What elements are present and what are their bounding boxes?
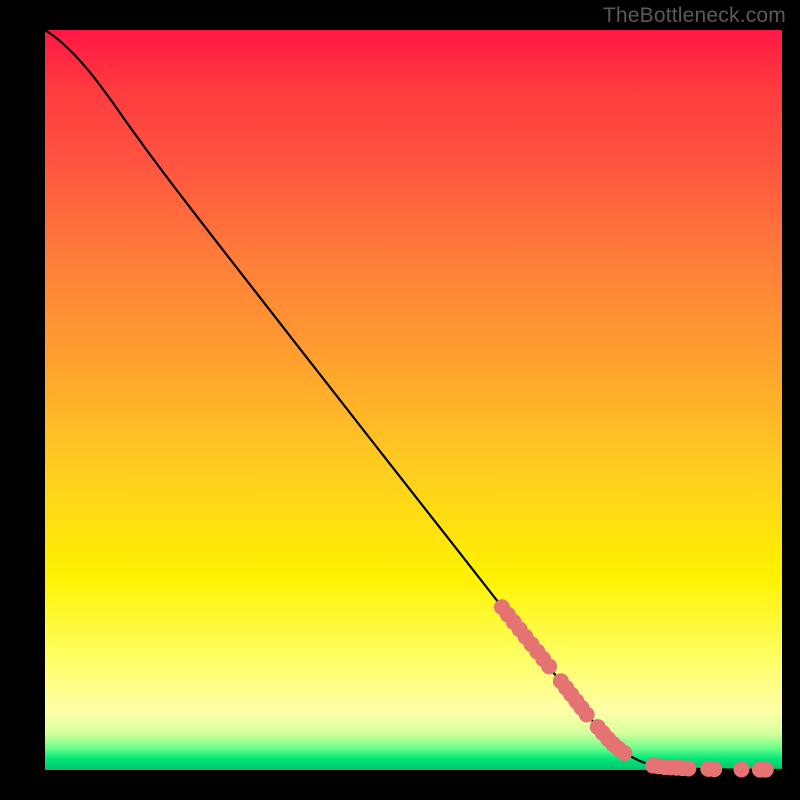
chart-plot-area <box>45 30 782 770</box>
attribution-text: TheBottleneck.com <box>603 4 786 28</box>
chart-marker <box>617 746 631 760</box>
chart-marker <box>759 763 773 777</box>
chart-marker <box>707 762 721 776</box>
chart-curve <box>45 30 782 770</box>
chart-marker <box>542 659 556 673</box>
chart-marker <box>734 762 748 776</box>
chart-marker <box>580 708 594 722</box>
chart-markers <box>495 600 773 776</box>
chart-marker <box>681 762 695 776</box>
chart-svg-overlay <box>45 30 782 770</box>
